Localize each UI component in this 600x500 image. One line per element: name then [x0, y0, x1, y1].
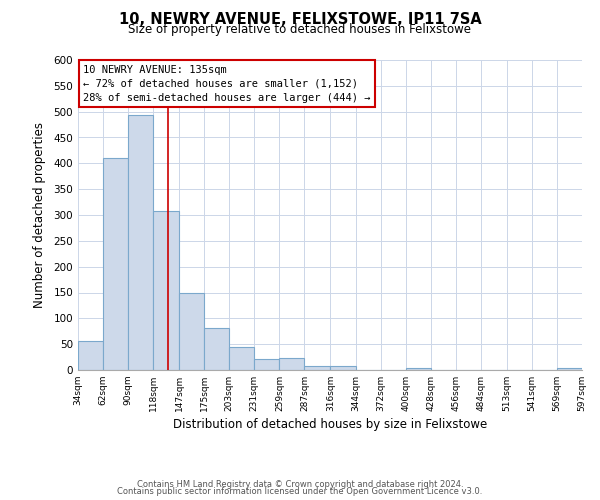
Bar: [229, 348, 254, 370]
Text: Size of property relative to detached houses in Felixstowe: Size of property relative to detached ho…: [128, 22, 472, 36]
Text: Contains public sector information licensed under the Open Government Licence v3: Contains public sector information licen…: [118, 488, 482, 496]
Bar: [280, 358, 304, 370]
Bar: [103, 158, 128, 370]
Text: Contains HM Land Registry data © Crown copyright and database right 2024.: Contains HM Land Registry data © Crown c…: [137, 480, 463, 489]
Text: 10 NEWRY AVENUE: 135sqm
← 72% of detached houses are smaller (1,152)
28% of semi: 10 NEWRY AVENUE: 135sqm ← 72% of detache…: [83, 64, 371, 102]
Bar: [254, 358, 280, 370]
Bar: [204, 328, 229, 370]
Bar: [406, 368, 431, 370]
Bar: [557, 368, 582, 370]
Y-axis label: Number of detached properties: Number of detached properties: [34, 122, 46, 308]
Bar: [128, 115, 153, 370]
Text: 10, NEWRY AVENUE, FELIXSTOWE, IP11 7SA: 10, NEWRY AVENUE, FELIXSTOWE, IP11 7SA: [119, 12, 481, 28]
Bar: [331, 366, 356, 370]
Bar: [78, 340, 103, 370]
Bar: [153, 212, 179, 370]
X-axis label: Distribution of detached houses by size in Felixstowe: Distribution of detached houses by size …: [173, 418, 487, 431]
Bar: [179, 292, 204, 370]
Bar: [304, 366, 331, 370]
